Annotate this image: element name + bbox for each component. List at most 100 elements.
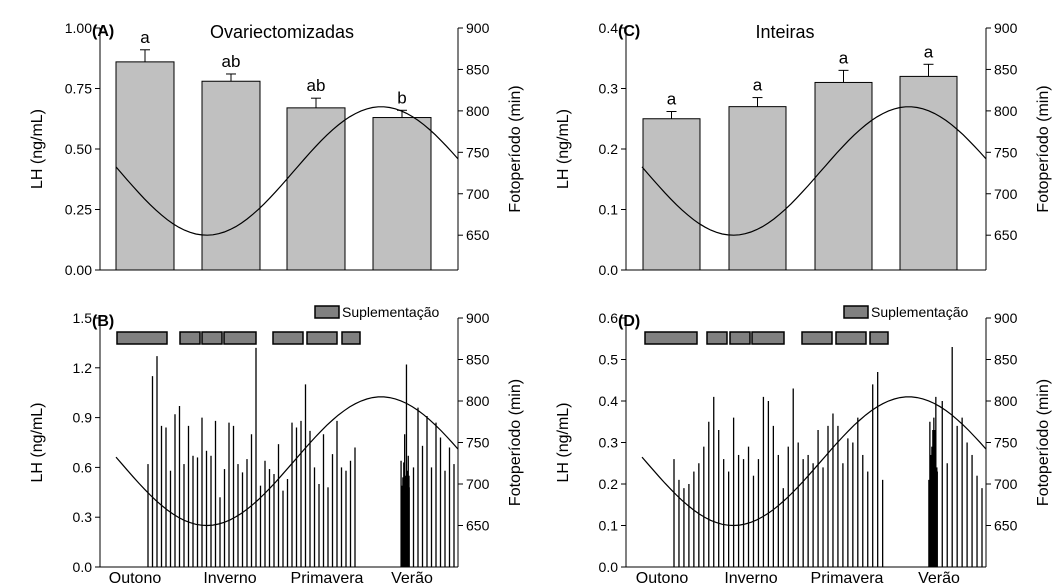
y-tick-label: 0.4 (599, 20, 619, 36)
chart-panel-b: 0.0 0.3 0.6 0.9 1.2 1.5 650 700 750 800 850 900 LH (… (29, 304, 524, 585)
legend-swatch (843, 305, 869, 319)
y-tick-label: 0.3 (73, 509, 93, 525)
y2-tick-label: 800 (994, 393, 1018, 409)
bar (115, 61, 175, 271)
significance-letter: a (140, 28, 150, 47)
y-tick-label: 0.75 (65, 81, 92, 97)
legend-label: Suplementação (871, 304, 969, 320)
panel-label: (B) (92, 313, 114, 330)
season-label: Outono (636, 570, 689, 585)
y2-tick-label: 850 (466, 61, 490, 77)
panel-label: (C) (618, 23, 640, 40)
season-label: Verão (918, 570, 960, 585)
y2-axis-label: Fotoperíodo (min) (1035, 379, 1052, 506)
bar (899, 75, 958, 271)
y2-tick-label: 850 (994, 352, 1018, 368)
season-label: Verão (391, 570, 433, 585)
y-tick-label: 0.3 (599, 81, 619, 97)
significance-letter: a (839, 48, 849, 67)
y-tick-label: 1.00 (65, 20, 92, 36)
y-tick-label: 0.1 (599, 518, 619, 534)
y2-tick-label: 800 (466, 103, 490, 119)
y-axis-label: LH (ng/mL) (29, 109, 46, 189)
y-tick-label: 1.5 (73, 310, 93, 326)
photoperiod-curve (641, 106, 987, 236)
y2-tick-label: 650 (994, 227, 1018, 243)
panel-label: (D) (618, 313, 640, 330)
y-tick-label: 0.50 (65, 141, 92, 157)
y-tick-label: 0.0 (599, 559, 619, 575)
bar (372, 117, 432, 271)
y-tick-label: 0.6 (599, 310, 619, 326)
bar (286, 107, 346, 271)
season-label: Primavera (291, 570, 364, 585)
supplementation-block (801, 331, 833, 345)
supplementation-block (179, 331, 201, 345)
significance-letter: ab (307, 76, 326, 95)
legend-swatch (314, 305, 340, 319)
y2-tick-label: 850 (466, 352, 490, 368)
season-label: Inverno (203, 570, 256, 585)
photoperiod-curve (115, 106, 459, 236)
y2-tick-label: 700 (994, 476, 1018, 492)
supplementation-block (116, 331, 168, 345)
y-tick-label: 0.25 (65, 202, 92, 218)
y-tick-label: 0.9 (73, 410, 93, 426)
supplementation-block (835, 331, 867, 345)
season-label: Inverno (724, 570, 777, 585)
y2-tick-label: 700 (466, 186, 490, 202)
y2-tick-label: 750 (466, 435, 490, 451)
supplementation-block (223, 331, 257, 345)
supplementation-block (751, 331, 785, 345)
y2-tick-label: 900 (994, 310, 1018, 326)
supplementation-block (644, 331, 698, 345)
y2-tick-label: 700 (466, 476, 490, 492)
chart-title: Inteiras (755, 22, 814, 42)
bar (728, 106, 787, 271)
y-tick-label: 0.0 (599, 262, 619, 278)
y-tick-label: 0.2 (599, 476, 619, 492)
chart-panel-d: 0.0 0.1 0.2 0.3 0.4 0.5 0.6 650 700 750 800 850 900 L… (555, 304, 1052, 585)
y2-tick-label: 650 (466, 227, 490, 243)
photoperiod-curve (641, 396, 987, 527)
significance-letter: a (753, 76, 763, 95)
chart-panel-c: 0.0 0.1 0.2 0.3 0.4 650 700 750 800 850 900 LH (ng/… (555, 20, 1052, 278)
significance-letter: a (924, 42, 934, 61)
y2-tick-label: 800 (994, 103, 1018, 119)
y2-axis-label: Fotoperíodo (min) (507, 379, 524, 506)
supplementation-block (341, 331, 361, 345)
y-tick-label: 0.5 (599, 352, 619, 368)
y-tick-label: 0.0 (73, 559, 93, 575)
bar (814, 81, 873, 271)
supplementation-block (869, 331, 889, 345)
legend-label: Suplementação (342, 304, 440, 320)
y-tick-label: 0.2 (599, 141, 619, 157)
season-label: Outono (109, 570, 162, 585)
y2-tick-label: 750 (994, 435, 1018, 451)
photoperiod-curve (115, 396, 459, 527)
y2-tick-label: 900 (994, 20, 1018, 36)
y2-axis-label: Fotoperíodo (min) (507, 85, 524, 212)
significance-letter: a (667, 89, 677, 108)
y-axis-label: LH (ng/mL) (555, 402, 572, 482)
y-axis-label: LH (ng/mL) (29, 402, 46, 482)
y-tick-label: 0.00 (65, 262, 92, 278)
bar (201, 80, 261, 271)
y-tick-label: 0.4 (599, 393, 619, 409)
y2-tick-label: 900 (466, 310, 490, 326)
y2-tick-label: 900 (466, 20, 490, 36)
y2-tick-label: 650 (466, 518, 490, 534)
significance-letter: b (397, 88, 406, 107)
supplementation-block (306, 331, 338, 345)
panel-label: (A) (92, 23, 114, 40)
y2-tick-label: 750 (466, 144, 490, 160)
supplementation-block (706, 331, 728, 345)
y-tick-label: 0.6 (73, 459, 93, 475)
y-axis-label: LH (ng/mL) (555, 109, 572, 189)
y2-tick-label: 800 (466, 393, 490, 409)
significance-letter: ab (222, 52, 241, 71)
supplementation-block (201, 331, 223, 345)
y2-tick-label: 700 (994, 186, 1018, 202)
y-tick-label: 1.2 (73, 360, 93, 376)
